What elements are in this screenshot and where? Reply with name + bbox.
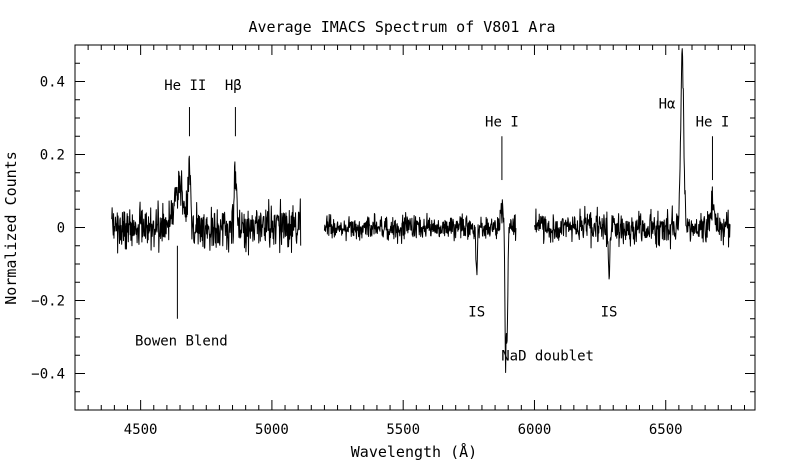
x-tick-label: 6000 [518,422,552,438]
y-tick-label: −0.2 [31,294,65,310]
spectrum-segment [323,199,517,373]
spectrum-series [111,48,731,373]
annotation-label: He I [696,115,730,131]
major-ticks [75,45,755,410]
spectrum-segment [111,155,302,256]
x-tick-label: 6500 [649,422,683,438]
x-tick-label: 4500 [124,422,158,438]
annotation-label: He II [164,78,206,94]
annotations: He II Hβ He I Hα He I Bowen Blend IS IS NaD doub… [135,78,729,364]
x-tick-label: 5000 [255,422,289,438]
annotation-label: IS [468,304,485,320]
y-tick-labels: −0.4 −0.2 0 0.2 0.4 [31,75,65,383]
chart-title: Average IMACS Spectrum of V801 Ara [248,18,555,36]
annotation-label: Hα [659,96,676,112]
x-tick-labels: 4500 5000 5500 6000 6500 [124,422,683,438]
annotation-label: Bowen Blend [135,334,228,350]
y-tick-label: 0.4 [40,75,65,91]
annotation-label: IS [601,304,618,320]
plot-frame [74,44,756,411]
y-axis-label: Normalized Counts [2,151,20,305]
annotation-label: He I [485,115,519,131]
spectrum-segment [533,48,731,280]
y-tick-label: 0.2 [40,148,65,164]
y-tick-label: −0.4 [31,367,65,383]
minor-ticks [74,44,755,411]
x-tick-label: 5500 [386,422,420,438]
x-axis-label: Wavelength (Å) [351,442,477,461]
y-tick-label: 0 [57,221,65,237]
annotation-label: Hβ [225,78,242,94]
annotation-label: NaD doublet [501,348,594,364]
